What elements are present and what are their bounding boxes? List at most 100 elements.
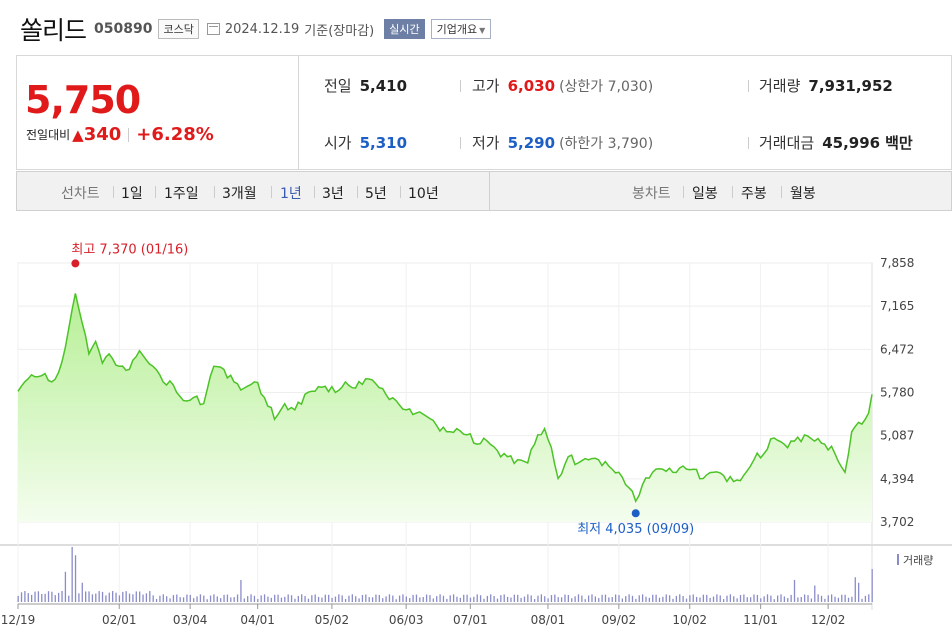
period-5y[interactable]: 5년 — [365, 186, 387, 202]
volume-bar — [358, 598, 360, 602]
volume-bar — [74, 555, 77, 602]
open-price: 시가 5,310 — [324, 132, 407, 153]
volume-bar — [95, 593, 97, 602]
volume-bar — [810, 598, 813, 602]
x-tick-label: 10/02 — [672, 613, 707, 627]
volume-bar — [500, 595, 502, 602]
amount-unit: 백만 — [885, 134, 913, 152]
volume-bar — [706, 594, 708, 602]
volume-bar — [17, 595, 19, 602]
volume-bar — [513, 594, 515, 602]
volume-bar — [54, 595, 56, 602]
volume-bar — [193, 598, 195, 602]
volume-bar — [641, 594, 644, 602]
volume-bar — [304, 595, 306, 602]
period-1d[interactable]: 1일 — [121, 186, 143, 202]
volume-bar — [712, 596, 715, 602]
volume-bar — [776, 595, 779, 602]
volume-bar — [614, 594, 617, 602]
volume-bar — [544, 596, 546, 602]
volume-bar — [382, 598, 384, 602]
volume-bar — [368, 597, 370, 602]
upper-limit: (상한가 7,030) — [559, 79, 654, 95]
volume-bar — [496, 598, 499, 602]
volume-bar — [844, 594, 846, 602]
volume-bar — [216, 596, 218, 602]
period-1w[interactable]: 1주일 — [164, 186, 199, 202]
volume-bar — [523, 596, 526, 602]
volume-bar — [520, 597, 522, 602]
period-1y[interactable]: 1년 — [280, 186, 302, 202]
divider — [460, 80, 461, 92]
volume-bar — [611, 597, 613, 602]
volume-bar — [837, 597, 840, 602]
volume-bar — [176, 594, 178, 602]
volume-bar — [436, 596, 438, 602]
x-tick-label: 12/19 — [1, 613, 36, 627]
volume-bar — [736, 598, 738, 602]
volume-bar — [452, 594, 455, 602]
volume-bar — [861, 598, 863, 602]
volume-bar — [631, 595, 634, 602]
x-tick-label: 12/02 — [811, 613, 846, 627]
corp-overview-button[interactable]: 기업개요 ▼ — [430, 19, 492, 39]
volume-bar — [47, 591, 50, 602]
volume-bar — [719, 595, 721, 602]
volume-bar — [223, 594, 225, 602]
volume-bar — [679, 594, 681, 602]
chevron-down-icon: ▼ — [479, 26, 486, 35]
volume-bar — [638, 595, 640, 602]
x-tick-label: 02/01 — [102, 613, 137, 627]
volume-bars: 거래량 — [17, 547, 933, 602]
x-tick-label: 07/01 — [453, 613, 488, 627]
volume-bar — [186, 594, 188, 602]
change-label: 전일대비 — [26, 128, 71, 142]
volume-bar — [105, 595, 107, 602]
amount-value: 45,996 — [822, 134, 881, 152]
volume-bar — [71, 547, 73, 602]
y-tick-label: 7,165 — [880, 299, 914, 313]
x-tick-label: 06/03 — [389, 613, 424, 627]
volume-bar — [348, 595, 350, 602]
volume-bar — [608, 597, 610, 602]
period-10y[interactable]: 10년 — [408, 186, 439, 202]
volume-bar — [64, 571, 67, 602]
volume-bar — [652, 594, 654, 602]
period-3m[interactable]: 3개월 — [222, 186, 257, 202]
volume-bar — [591, 594, 593, 602]
volume-bar — [442, 595, 445, 602]
volume-bar — [517, 594, 519, 602]
realtime-button[interactable]: 실시간 — [384, 19, 425, 39]
candle-daily[interactable]: 일봉 — [692, 186, 718, 202]
candle-weekly[interactable]: 주봉 — [741, 186, 767, 202]
volume-bar — [598, 598, 600, 602]
volume-bar — [220, 598, 222, 602]
volume-bar — [402, 594, 404, 602]
volume-bar — [871, 569, 873, 602]
volume-bar — [574, 596, 576, 602]
up-arrow-icon: ▲ — [72, 125, 84, 144]
y-axis: 7,858 7,165 6,472 5,780 5,087 4,394 3,702 — [880, 256, 914, 529]
volume-bar — [557, 597, 559, 602]
volume-bar — [473, 596, 475, 602]
volume-bar — [341, 595, 343, 602]
y-tick-label: 5,087 — [880, 429, 914, 443]
volume-bar — [233, 597, 235, 602]
volume-bar — [294, 598, 296, 602]
x-tick-label: 11/01 — [743, 613, 778, 627]
low-marker — [631, 509, 640, 518]
candle-monthly[interactable]: 월봉 — [790, 186, 816, 202]
volume-bar — [226, 594, 229, 602]
volume-bar — [344, 599, 347, 602]
divider — [128, 127, 130, 142]
volume-bar — [469, 597, 472, 602]
volume-bar — [432, 598, 434, 602]
volume-bar — [287, 594, 289, 602]
volume-bar — [645, 596, 647, 602]
price-change: 전일대비 ▲ 340 +6.28% — [26, 124, 214, 145]
volume-bar — [91, 594, 94, 602]
period-3y[interactable]: 3년 — [322, 186, 344, 202]
divider — [155, 186, 156, 198]
volume-bar — [378, 594, 380, 602]
volume-bar — [550, 595, 553, 602]
